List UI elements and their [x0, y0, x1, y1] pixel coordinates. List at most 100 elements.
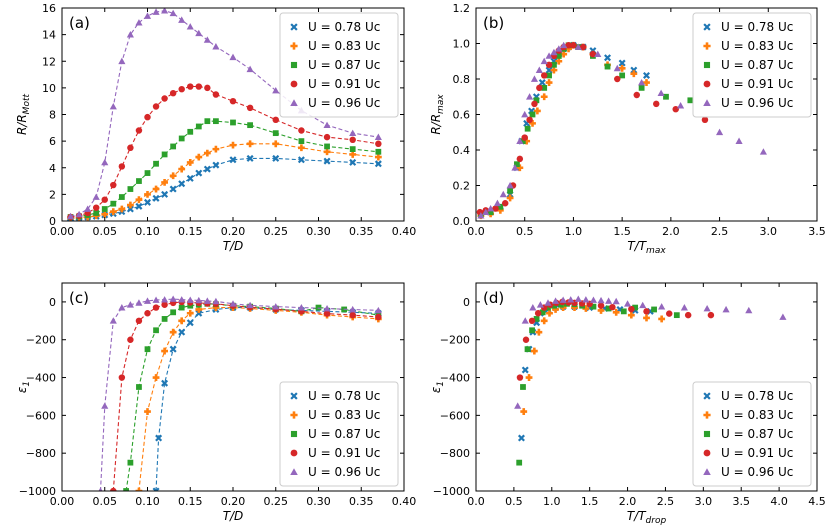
data-point — [516, 137, 524, 144]
y-tick-label: 0.2 — [453, 180, 471, 193]
x-tick-label: 0.30 — [306, 225, 331, 238]
data-point — [506, 181, 514, 189]
x-tick-label: 0.15 — [178, 225, 203, 238]
data-point — [609, 303, 616, 311]
legend-marker — [703, 468, 711, 476]
data-point — [530, 75, 539, 82]
panel-label: (d) — [483, 289, 504, 307]
data-point — [272, 130, 279, 137]
data-point — [657, 89, 665, 97]
legend-label: U = 0.91 Uc — [308, 77, 380, 91]
data-point — [143, 297, 152, 304]
data-point — [109, 102, 117, 110]
y-axis-label: ε1 — [15, 381, 32, 393]
data-point — [374, 133, 382, 140]
data-point — [161, 95, 168, 102]
legend-box — [692, 381, 812, 487]
x-tick-label: 4.5 — [808, 495, 826, 508]
data-point — [618, 59, 626, 67]
legend-marker — [290, 61, 298, 69]
data-point — [161, 316, 168, 322]
data-point — [680, 304, 688, 311]
data-point — [152, 103, 160, 110]
legend-marker — [703, 99, 711, 107]
x-tick-label: 0.00 — [50, 495, 75, 508]
legend-label: U = 0.78 Uc — [308, 389, 380, 403]
legend-marker — [703, 430, 711, 438]
y-tick-label: −400 — [26, 372, 56, 385]
data-point — [186, 23, 194, 30]
data-point — [178, 304, 185, 311]
data-point — [178, 180, 186, 188]
data-point — [152, 185, 160, 193]
series-line — [138, 307, 379, 491]
series-line — [70, 157, 379, 219]
data-point — [701, 116, 709, 124]
data-point — [212, 43, 220, 50]
data-point — [323, 148, 331, 156]
y-tick-label: 16 — [42, 2, 56, 15]
data-point — [545, 61, 553, 69]
data-point — [673, 312, 680, 319]
y-tick-label: 8 — [49, 109, 56, 122]
data-point — [204, 84, 211, 92]
y-axis-label: R/Rmax — [429, 94, 446, 135]
data-point — [118, 57, 126, 65]
data-point — [229, 53, 237, 61]
data-point — [526, 116, 533, 124]
data-point — [638, 84, 645, 91]
data-point — [127, 459, 134, 466]
x-tick-label: 3.5 — [808, 225, 826, 238]
legend-marker — [703, 23, 711, 31]
data-point — [533, 107, 541, 115]
data-point — [247, 122, 253, 129]
data-point — [144, 190, 151, 198]
y-tick-label: −800 — [440, 447, 470, 460]
data-point — [565, 42, 572, 49]
data-point — [118, 374, 126, 381]
data-point — [482, 208, 490, 215]
data-point — [653, 100, 660, 108]
data-point — [135, 487, 143, 491]
data-point — [506, 194, 514, 202]
data-point — [538, 79, 546, 87]
y-tick-label: 12 — [42, 55, 56, 68]
data-point — [550, 66, 558, 74]
y-tick-label: 14 — [42, 29, 56, 42]
y-tick-label: −200 — [26, 334, 56, 347]
data-point — [349, 136, 356, 144]
x-axis-label: T/D — [223, 509, 244, 523]
data-point — [178, 16, 186, 23]
data-point — [144, 408, 151, 415]
data-point — [487, 209, 494, 216]
data-point — [349, 151, 357, 158]
data-point — [589, 50, 597, 58]
data-point — [604, 63, 611, 70]
legend-marker — [290, 99, 298, 107]
legend-label: U = 0.91 Uc — [721, 446, 793, 460]
data-point — [186, 319, 194, 327]
data-point — [195, 169, 203, 177]
legend-label: U = 0.96 Uc — [308, 96, 380, 110]
legend-marker — [290, 80, 298, 88]
data-point — [516, 164, 524, 172]
data-point — [541, 84, 548, 91]
data-point — [144, 346, 151, 353]
data-point — [374, 153, 382, 161]
y-tick-label: 0.0 — [453, 215, 471, 228]
x-tick-label: 1.5 — [581, 495, 599, 508]
x-tick-label: 0.20 — [221, 495, 246, 508]
data-point — [246, 65, 254, 73]
data-point — [605, 305, 612, 312]
data-point — [127, 201, 134, 209]
data-point — [519, 138, 526, 145]
legend-box — [692, 12, 812, 118]
legend-label: U = 0.83 Uc — [308, 39, 380, 53]
x-tick-label: 0.5 — [516, 225, 534, 238]
data-point — [126, 301, 134, 308]
x-tick-label: 2.0 — [619, 495, 637, 508]
data-point — [612, 297, 620, 305]
legend-marker — [290, 449, 298, 457]
data-point — [658, 303, 666, 310]
y-tick-label: 0.6 — [453, 109, 471, 122]
